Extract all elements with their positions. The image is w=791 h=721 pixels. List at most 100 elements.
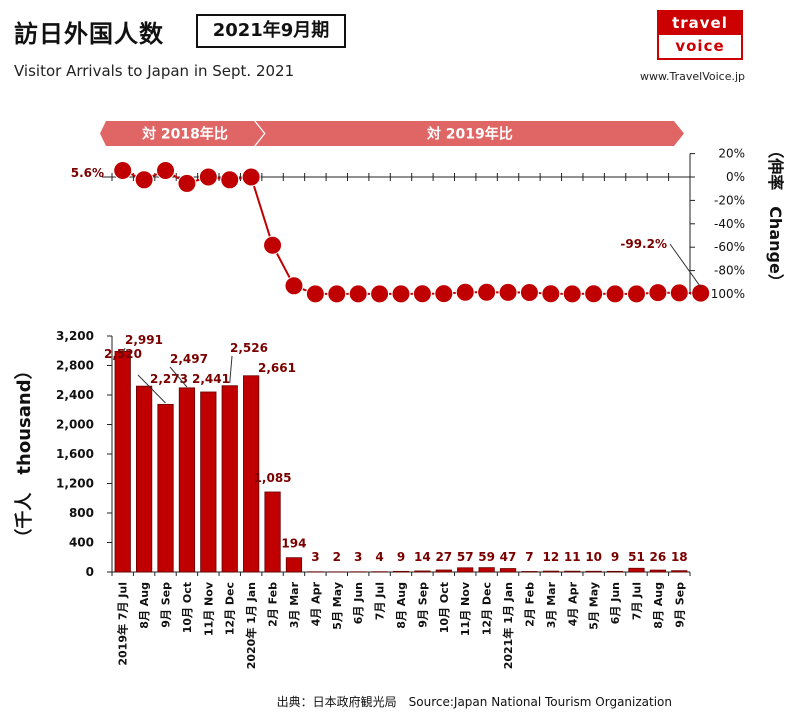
bar-value-label: 2,991 bbox=[125, 333, 163, 347]
change-point bbox=[134, 170, 154, 190]
y-tick-label: -60% bbox=[714, 240, 745, 254]
change-point bbox=[562, 284, 582, 304]
bar-y-tick-label: 2,400 bbox=[56, 388, 94, 402]
bar bbox=[585, 570, 602, 573]
bar-value-label: 18 bbox=[671, 550, 688, 564]
bar-category-label: 7月 Jul bbox=[374, 582, 387, 620]
bar-category-label: 2019年 7月 Jul bbox=[116, 582, 130, 666]
bar-category-label: 2020年 1月 Jan bbox=[244, 582, 258, 669]
bar-y-tick-label: 0 bbox=[86, 565, 94, 579]
bar bbox=[414, 570, 431, 573]
change-point bbox=[669, 283, 689, 303]
bar-category-label: 9月 Sep bbox=[673, 582, 686, 628]
bar-category-label: 9月 Sep bbox=[160, 582, 173, 628]
change-point bbox=[348, 284, 368, 304]
bar-category-label: 5月 May bbox=[331, 582, 344, 630]
bar bbox=[564, 570, 581, 573]
bar-category-label: 4月 Apr bbox=[309, 581, 322, 626]
change-line bbox=[122, 169, 701, 295]
bar-value-label: 4 bbox=[375, 550, 383, 564]
bar-category-label: 2021年 1月 Jan bbox=[501, 582, 515, 669]
bar-y-tick-label: 2,800 bbox=[56, 359, 94, 373]
change-line-chart: 対 2018年比 対 2019年比 20% 0% -20% -40% -60% -80% -10… bbox=[71, 121, 785, 304]
bar-category-label: 6月 Jun bbox=[609, 582, 622, 624]
change-point bbox=[391, 284, 411, 304]
band-arrow bbox=[100, 121, 264, 146]
bar-value-label: 57 bbox=[457, 550, 474, 564]
bar-value-label: 27 bbox=[435, 550, 452, 564]
bar-category-label: 10月 Oct bbox=[181, 582, 194, 633]
change-point bbox=[434, 284, 454, 304]
bar bbox=[628, 567, 645, 573]
band-arrow bbox=[255, 121, 684, 146]
y-tick-label: 20% bbox=[718, 147, 745, 161]
bar-value-label: 9 bbox=[397, 550, 405, 564]
change-point bbox=[305, 284, 325, 304]
bar bbox=[243, 375, 260, 573]
change-point bbox=[327, 284, 347, 304]
bar-value-label: 3 bbox=[354, 550, 362, 564]
change-point bbox=[412, 284, 432, 304]
annotation-first: 5.6% bbox=[71, 166, 104, 180]
bar-value-label: 7 bbox=[525, 550, 533, 564]
bar-category-label: 9月 Sep bbox=[416, 582, 429, 628]
bar bbox=[136, 385, 153, 573]
bar bbox=[542, 570, 559, 573]
bar-category-label: 11月 Nov bbox=[459, 581, 472, 636]
bar-value-label: 10 bbox=[585, 550, 602, 564]
bar bbox=[649, 569, 666, 573]
annotation-last: -99.2% bbox=[620, 237, 667, 251]
bar-y-tick-label: 3,200 bbox=[56, 329, 94, 343]
bar-category-label: 6月 Jun bbox=[352, 582, 365, 624]
bar-category-label: 11月 Nov bbox=[202, 581, 215, 636]
bar-value-label: 47 bbox=[500, 550, 517, 564]
bar bbox=[499, 568, 517, 573]
source-note: 出典：日本政府観光局 Source:Japan National Tourism… bbox=[276, 695, 672, 709]
y-tick-label: -80% bbox=[714, 264, 745, 278]
bar-value-label: 12 bbox=[543, 550, 560, 564]
change-point bbox=[541, 284, 561, 304]
bar-category-label: 3月 Mar bbox=[288, 581, 301, 628]
bar-value-label: 11 bbox=[564, 550, 581, 564]
bar-category-label: 4月 Apr bbox=[566, 581, 579, 626]
change-point bbox=[648, 283, 668, 303]
band-label: 対 2019年比 bbox=[426, 126, 513, 143]
change-point bbox=[113, 160, 133, 180]
bar bbox=[671, 570, 688, 573]
change-point bbox=[477, 282, 497, 302]
bar-y-tick-label: 800 bbox=[69, 506, 94, 520]
change-point bbox=[284, 276, 304, 296]
bar-value-label: 26 bbox=[650, 550, 667, 564]
change-point bbox=[220, 170, 240, 190]
change-point bbox=[370, 284, 390, 304]
bar-value-label: 9 bbox=[611, 550, 619, 564]
bar-category-label: 7月 Jul bbox=[630, 582, 643, 620]
site-url: www.TravelVoice.jp bbox=[640, 70, 745, 83]
bar bbox=[457, 567, 474, 573]
logo-bottom-text: voice bbox=[675, 37, 725, 55]
bar bbox=[521, 571, 538, 573]
bar-value-label: 2,526 bbox=[230, 341, 268, 355]
line-y-axis-label: （伸率 Change） bbox=[766, 142, 785, 290]
bar-value-label: 2,273 bbox=[150, 372, 188, 386]
bar-category-label: 8月 Aug bbox=[138, 582, 151, 629]
bar-category-label: 8月 Aug bbox=[395, 582, 408, 629]
bar-category-label: 3月 Mar bbox=[545, 581, 558, 628]
bar-category-label: 8月 Aug bbox=[652, 582, 665, 629]
period-badge: 2021年9月期 bbox=[196, 14, 346, 48]
bar-value-label: 2,441 bbox=[192, 372, 230, 386]
bar-value-label: 14 bbox=[414, 550, 431, 564]
travelvoice-logo: travel voice bbox=[657, 10, 743, 60]
bar-y-tick-label: 1,200 bbox=[56, 477, 94, 491]
page-title: 訪日外国人数 bbox=[14, 20, 164, 48]
visitor-bar-chart: 3,200 2,800 2,400 2,000 1,600 1,200 800 400 0 （千人… bbox=[14, 329, 691, 669]
bar-value-label: 194 bbox=[281, 537, 306, 551]
change-point bbox=[691, 283, 711, 303]
y-tick-label: 0% bbox=[726, 170, 745, 184]
y-tick-label: -40% bbox=[714, 217, 745, 231]
change-point bbox=[156, 160, 176, 180]
change-point bbox=[198, 167, 218, 187]
bar-value-label: 51 bbox=[628, 550, 645, 564]
bar-value-label: 59 bbox=[478, 550, 495, 564]
bar-category-label: 2月 Feb bbox=[267, 582, 280, 627]
